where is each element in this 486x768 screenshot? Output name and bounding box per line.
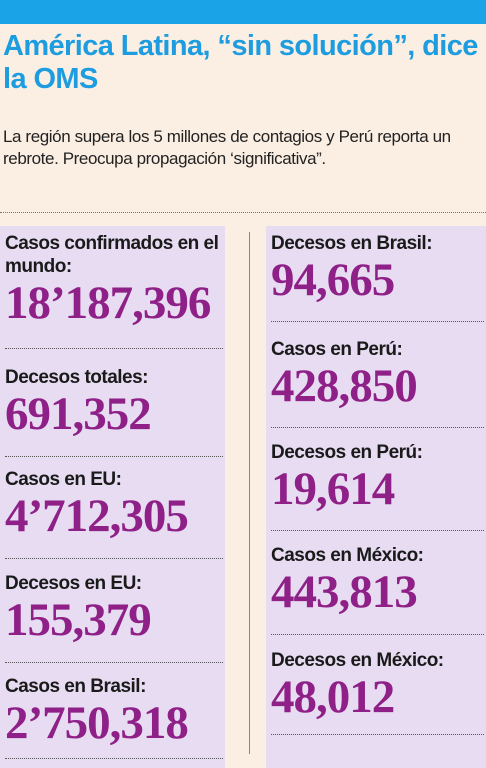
stat-casos-peru: Casos en Perú: 428,850	[271, 338, 484, 428]
stat-value: 18’187,396	[5, 277, 211, 329]
stat-value: 155,379	[5, 594, 152, 646]
stat-label: Casos en Perú:	[271, 339, 403, 360]
stat-decesos-totales: Decesos totales: 691,352	[5, 366, 223, 457]
stat-decesos-eu: Decesos en EU: 155,379	[5, 572, 223, 663]
stat-casos-brasil: Casos en Brasil: 2’750,318	[5, 675, 223, 759]
stat-casos-mexico: Casos en México: 443,813	[271, 544, 484, 635]
stat-label: Decesos en Perú:	[271, 442, 423, 463]
stat-value: 2’750,318	[5, 697, 189, 749]
column-separator	[249, 232, 250, 754]
stat-label: Casos en México:	[271, 545, 424, 566]
stat-decesos-brasil: Decesos en Brasil: 94,665	[271, 232, 484, 322]
stat-value: 428,850	[271, 360, 418, 412]
top-accent-bar	[0, 0, 486, 24]
stat-casos-mundo: Casos confirmados en el mundo: 18’187,39…	[5, 232, 223, 349]
stat-label: Decesos en México:	[271, 650, 444, 671]
right-stats-panel	[266, 226, 486, 768]
stat-decesos-peru: Decesos en Perú: 19,614	[271, 441, 484, 531]
stat-value: 19,614	[271, 463, 395, 515]
stat-value: 691,352	[5, 388, 152, 440]
stat-value: 443,813	[271, 566, 418, 618]
stat-label: Casos confirmados en el mundo:	[5, 233, 219, 277]
stat-label: Decesos en EU:	[5, 573, 142, 594]
subheadline: La región supera los 5 millones de conta…	[3, 127, 451, 168]
headline: América Latina, “sin solución”, dice la …	[3, 30, 478, 95]
stat-label: Decesos en Brasil:	[271, 233, 433, 254]
left-stats-panel	[0, 226, 225, 768]
stat-label: Casos en Brasil:	[5, 676, 146, 697]
stat-value: 4’712,305	[5, 490, 189, 542]
stat-decesos-mexico: Decesos en México: 48,012	[271, 649, 484, 735]
divider	[0, 212, 486, 213]
stat-value: 48,012	[271, 671, 395, 723]
stat-label: Decesos totales:	[5, 367, 149, 388]
stat-casos-eu: Casos en EU: 4’712,305	[5, 468, 223, 559]
stat-value: 94,665	[271, 254, 395, 306]
stat-label: Casos en EU:	[5, 469, 122, 490]
